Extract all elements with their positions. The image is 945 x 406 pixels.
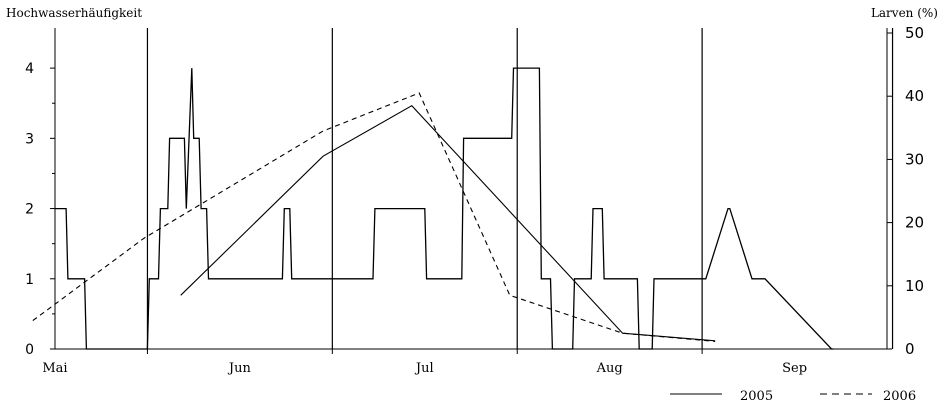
legend-label-2005: 2005 <box>740 389 773 404</box>
right-tick-label: 0 <box>905 340 915 358</box>
left-tick-label: 1 <box>25 272 34 288</box>
left-axis-title: Hochwasserhäufigkeit <box>6 6 142 20</box>
right-tick-label: 40 <box>905 87 924 105</box>
left-tick-label: 2 <box>25 202 34 218</box>
right-tick-label: 50 <box>905 24 924 42</box>
legend: 2005 2006 <box>670 389 916 404</box>
flood-frequency-line <box>55 67 834 350</box>
right-tick-label: 30 <box>905 150 924 168</box>
left-tick-label: 4 <box>25 61 34 77</box>
legend-label-2006: 2006 <box>883 389 916 404</box>
left-tick-label: 0 <box>25 342 34 358</box>
left-tick-label: 3 <box>25 131 34 147</box>
right-tick-label: 10 <box>905 277 924 295</box>
month-label: Jun <box>227 361 252 376</box>
month-label: Sep <box>782 361 807 376</box>
plot-area <box>32 67 834 350</box>
month-label: Aug <box>596 361 623 376</box>
series-line-2006 <box>32 92 716 342</box>
month-label: Jul <box>414 361 434 376</box>
series-line-2005 <box>180 105 716 342</box>
right-tick-label: 20 <box>905 214 924 232</box>
month-label: Mai <box>42 361 67 376</box>
right-axis-title: Larven (%) <box>871 6 938 20</box>
